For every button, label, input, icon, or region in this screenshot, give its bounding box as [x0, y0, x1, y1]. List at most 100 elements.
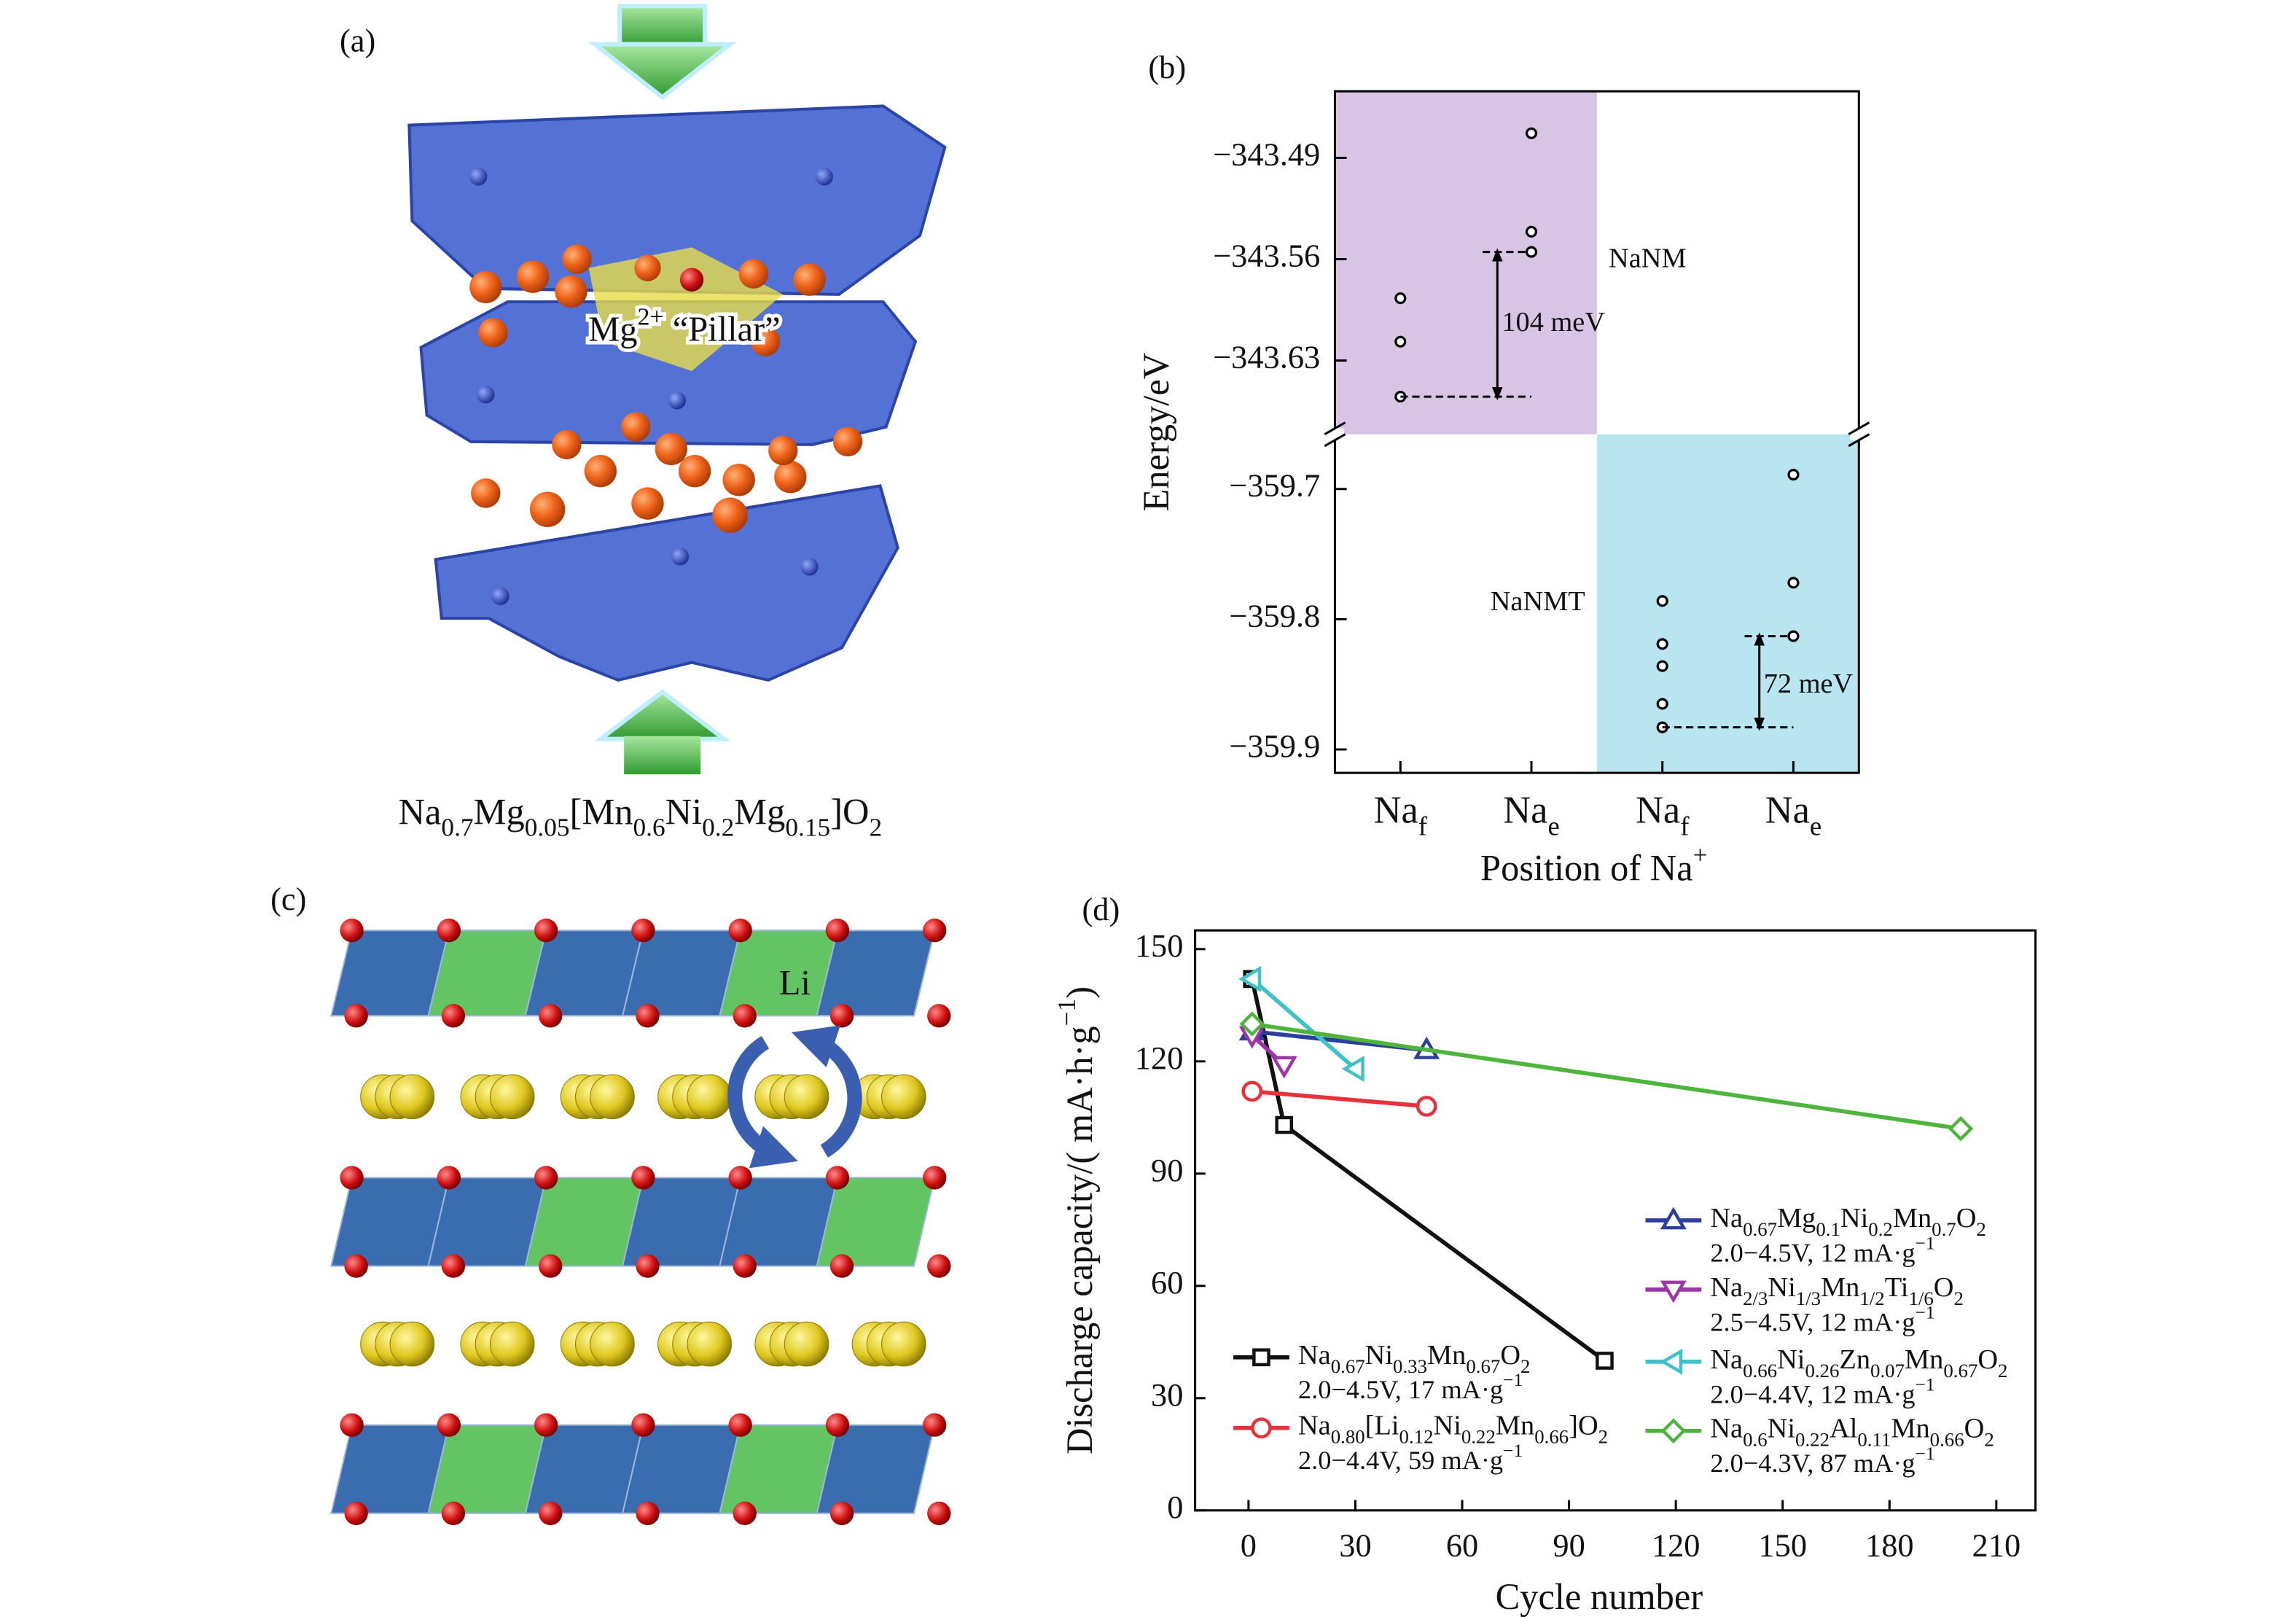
lithium-sodium — [784, 1321, 829, 1367]
marker — [1341, 1056, 1364, 1083]
x-tick-label: Naf — [1374, 790, 1428, 841]
text-part: 0.15 — [785, 813, 830, 841]
text-part: −1 — [1503, 1370, 1523, 1391]
text-part: 0.66 — [1743, 1360, 1777, 1382]
y-tick-label: 0 — [1167, 1489, 1183, 1525]
oxygen — [636, 1004, 660, 1028]
text-part: Position of Na — [1480, 847, 1693, 888]
series-line — [1252, 1089, 1427, 1109]
data-point — [1656, 595, 1668, 607]
text-part: 120 — [1652, 1527, 1700, 1563]
text-part: 0.67 — [1743, 1218, 1777, 1240]
annotation: Li — [779, 964, 811, 1002]
x-tick-label: 90 — [1553, 1527, 1585, 1563]
oxygen — [636, 1501, 660, 1525]
text-part: Mg — [734, 791, 785, 832]
text-part: 60 — [1151, 1264, 1183, 1301]
oxygen — [534, 919, 558, 943]
text-part: 0.7 — [1932, 1218, 1956, 1240]
text-part: Mn — [1905, 1344, 1943, 1375]
axis-break — [1850, 428, 1868, 440]
text-part: O — [1956, 1203, 1977, 1234]
text-part: Ni — [1768, 1272, 1795, 1303]
layers — [330, 919, 951, 1525]
text-part: 0.2 — [702, 813, 734, 841]
text-part: Na — [1765, 790, 1810, 832]
data-point — [1394, 335, 1407, 348]
oxygen — [733, 1501, 757, 1525]
text-part: 120 — [1135, 1040, 1184, 1076]
marker — [1416, 1096, 1437, 1117]
oxygen — [728, 1166, 752, 1190]
region — [1596, 434, 1859, 774]
series-line — [1250, 977, 1357, 1071]
marker — [1660, 1418, 1687, 1444]
axis-break — [1326, 428, 1344, 440]
mg-atom — [679, 268, 704, 292]
text-part: 0.2 — [1868, 1218, 1893, 1240]
text-part: 0.26 — [1805, 1360, 1839, 1382]
marker — [1239, 1011, 1265, 1037]
y-tick-label: −343.56 — [1213, 238, 1320, 274]
y-axis-title: Discharge capacity/( mA·h·g−1) — [1053, 986, 1100, 1454]
arrow-top — [587, 4, 737, 101]
blue-atoms — [469, 168, 833, 605]
text-part: Na — [1298, 1410, 1331, 1441]
text-part: 2 — [1953, 1287, 1963, 1309]
oxygen — [340, 1166, 364, 1190]
text-part: Mg — [1777, 1203, 1816, 1234]
oxygen — [923, 1166, 947, 1190]
x-tick-label: 60 — [1446, 1527, 1478, 1563]
x-axis-title: Position of Na+ — [1480, 841, 1708, 888]
text-part: −1 — [1916, 1374, 1935, 1395]
oxygen — [927, 1254, 951, 1278]
oxygen — [927, 1004, 951, 1028]
text-part: 2.0−4.3V, 87 mA·g — [1710, 1449, 1915, 1478]
oxygen — [631, 1166, 655, 1190]
oxygen — [733, 1004, 757, 1028]
oxygen — [344, 1004, 368, 1028]
panel-label: (b) — [1148, 49, 1186, 85]
data-point — [1787, 469, 1800, 481]
oxygen — [437, 1413, 461, 1437]
region — [1335, 91, 1597, 435]
text-part: −359.8 — [1229, 598, 1320, 634]
text-part: O — [1964, 1414, 1985, 1444]
oxygen — [829, 1004, 854, 1028]
text-part: −1 — [1916, 1443, 1935, 1465]
oxygen — [437, 919, 461, 943]
text-part: Zn — [1839, 1344, 1870, 1375]
x-tick-label: 180 — [1865, 1527, 1914, 1563]
series-name: NaNMT — [1491, 586, 1585, 617]
oxygen — [728, 1413, 752, 1437]
text-part: 0.07 — [1870, 1360, 1905, 1382]
oxygen — [927, 1501, 951, 1525]
text-part: Mn — [1496, 1410, 1534, 1441]
panel-label: (c) — [270, 881, 306, 917]
oxygen — [441, 1501, 466, 1525]
text-part: 2 — [1998, 1360, 2007, 1382]
data-point — [1656, 638, 1668, 650]
data-point — [1525, 246, 1538, 258]
oxygen — [728, 919, 752, 943]
text-part: 180 — [1865, 1527, 1914, 1563]
text-part: ) — [1059, 986, 1100, 999]
text-part: Mg — [474, 791, 525, 832]
text-part: Na — [399, 791, 442, 832]
text-part: (d) — [1082, 891, 1120, 927]
text-part: 90 — [1151, 1152, 1183, 1188]
axis-break — [1324, 433, 1346, 448]
text-part: NaNM — [1609, 243, 1687, 273]
text-part: O — [1934, 1272, 1954, 1303]
marker — [1238, 965, 1262, 992]
text-part: Ni — [1768, 1414, 1795, 1444]
panel-label: (a) — [340, 23, 375, 59]
text-part: −359.7 — [1229, 467, 1320, 504]
circular-arrow — [791, 1025, 862, 1158]
text-part: 150 — [1135, 927, 1184, 964]
oxygen — [534, 1166, 558, 1190]
text-part: Mg — [588, 311, 637, 349]
text-part: 72 meV — [1764, 669, 1854, 699]
text-part: Ni — [1365, 1340, 1393, 1371]
text-part: Na — [1503, 790, 1547, 832]
